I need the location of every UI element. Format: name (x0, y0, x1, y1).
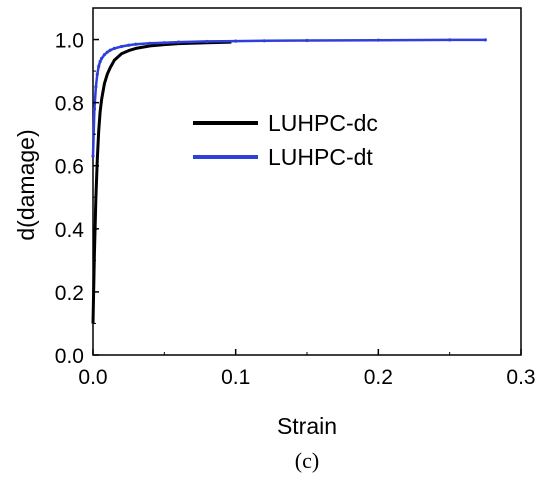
data-point-luhpc-dt (134, 42, 138, 46)
data-point-luhpc-dt (102, 53, 107, 57)
data-point-luhpc-dt (162, 41, 166, 45)
ticks-layer: 0.0 0.1 0.2 0.3 0.0 0.2 0.4 0.6 0.8 1.0 (55, 7, 536, 389)
data-point-luhpc-dt (91, 154, 95, 158)
y-tick-label: 0.8 (55, 93, 84, 116)
data-point-luhpc-dt (97, 64, 101, 68)
legend-box (185, 100, 380, 181)
y-tick-label: 0.2 (55, 282, 84, 305)
data-point-luhpc-dt (376, 38, 380, 42)
data-point-luhpc-dt (99, 56, 104, 61)
legend: LUHPC-dc LUHPC-dt (185, 100, 380, 181)
data-point-luhpc-dt (205, 39, 209, 44)
data-point-luhpc-dt (119, 44, 124, 49)
data-point-luhpc-dt (305, 38, 309, 43)
series-line-luhpc-dc (91, 40, 232, 324)
data-point-luhpc-dt (92, 107, 97, 111)
x-tick-label: 0.2 (364, 366, 393, 389)
x-tick-label: 0.0 (78, 366, 107, 389)
data-point-luhpc-dt (105, 50, 109, 54)
data-point-luhpc-dt (94, 85, 98, 89)
data-point-luhpc-dt (177, 40, 181, 44)
data-point-luhpc-dt (262, 39, 266, 43)
data-point-luhpc-dt (98, 60, 102, 64)
x-tick-label: 0.3 (506, 366, 535, 389)
data-point-luhpc-dt (127, 43, 131, 47)
plot-area (92, 7, 522, 356)
figure-caption: (c) (295, 448, 319, 473)
x-tick-label: 0.1 (221, 366, 250, 389)
y-tick-label: 1.0 (55, 30, 84, 53)
legend-label-luhpc-dt: LUHPC-dt (268, 144, 373, 170)
data-point-luhpc-dt (483, 38, 487, 42)
legend-label-luhpc-dc: LUHPC-dc (268, 110, 378, 136)
y-tick-label: 0.0 (55, 345, 84, 368)
y-axis-title: d(damage) (13, 129, 39, 240)
series-layer (91, 38, 487, 324)
data-point-luhpc-dt (448, 38, 452, 42)
data-point-luhpc-dt (234, 39, 238, 43)
plot-frame (92, 7, 522, 356)
data-point-luhpc-dt (112, 46, 116, 50)
y-tick-label: 0.6 (55, 156, 84, 179)
y-tick-label: 0.4 (55, 219, 85, 242)
data-point-luhpc-dt (95, 72, 99, 76)
data-point-luhpc-dt (148, 41, 152, 45)
data-point-luhpc-dt (108, 48, 112, 52)
x-axis-title: Strain (277, 413, 337, 439)
